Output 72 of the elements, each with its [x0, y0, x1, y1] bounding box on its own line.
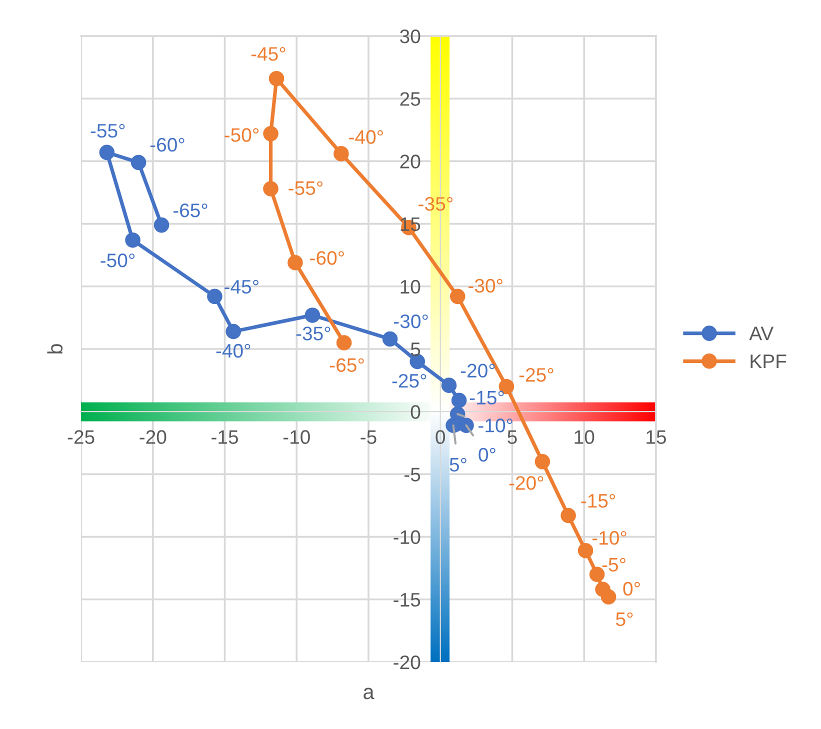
- annotation: -45°: [224, 280, 258, 294]
- annotation: -55°: [288, 181, 323, 195]
- point: [207, 288, 222, 304]
- y-tick-label: -15: [394, 593, 420, 607]
- annotation: -65°: [330, 358, 364, 372]
- point: [336, 335, 352, 350]
- point: [304, 308, 320, 323]
- y-axis-title: b: [47, 344, 63, 354]
- annotation: -40°: [349, 130, 383, 144]
- x-tick-label: -20: [140, 430, 166, 444]
- annotation: -20°: [460, 364, 495, 378]
- annotation: -30°: [468, 278, 502, 293]
- y-tick-label: 0: [410, 405, 420, 419]
- legend-label: AV: [749, 326, 774, 340]
- annotation: -20°: [509, 476, 544, 490]
- point: [534, 454, 550, 470]
- point: [441, 378, 457, 393]
- annotation: -45°: [251, 47, 286, 61]
- annotation: 5°: [450, 458, 466, 472]
- y-tick-label: 30: [400, 29, 420, 44]
- point: [450, 288, 466, 304]
- annotation: -5°: [602, 558, 626, 572]
- annotation: -50°: [224, 128, 259, 142]
- annotation: -55°: [90, 124, 125, 138]
- point: [451, 392, 467, 408]
- point: [334, 146, 349, 162]
- point: [578, 542, 594, 558]
- point: [125, 232, 140, 248]
- point: [268, 70, 284, 86]
- annotation: -15°: [581, 494, 616, 508]
- legend-label: KPF: [750, 354, 786, 368]
- point: [263, 181, 278, 196]
- point: [288, 254, 303, 270]
- annotation: -15°: [470, 390, 504, 405]
- x-axis-title: a: [364, 688, 374, 700]
- annotation: -40°: [216, 344, 250, 358]
- y-tick-label: 5: [410, 342, 420, 356]
- annotation: -50°: [100, 254, 135, 268]
- x-tick-label: 5: [508, 430, 517, 444]
- point: [99, 144, 115, 160]
- x-tick-label: 0: [436, 430, 446, 444]
- x-tick-label: -10: [283, 430, 310, 444]
- annotation: -60°: [150, 138, 184, 152]
- point: [130, 154, 146, 170]
- x-tick-label: -5: [360, 430, 376, 444]
- point: [600, 589, 616, 605]
- annotation: -60°: [310, 251, 344, 265]
- y-tick-label: 25: [400, 92, 420, 106]
- y-tick-label: 10: [400, 280, 420, 294]
- annotation: 0°: [623, 582, 640, 596]
- y-tick-label: -10: [394, 530, 420, 544]
- y-tick-label: -20: [394, 655, 420, 670]
- annotation: 5°: [616, 612, 633, 626]
- annotation: -25°: [392, 374, 426, 388]
- x-tick-label: 10: [574, 430, 594, 444]
- x-tick-label: -15: [212, 430, 238, 444]
- x-tick-label: -25: [68, 430, 94, 444]
- y-tick-label: 20: [400, 154, 420, 168]
- annotation: -35°: [296, 326, 330, 340]
- point: [154, 217, 170, 233]
- point: [226, 324, 242, 340]
- annotation: -10°: [592, 531, 626, 545]
- annotation: -25°: [519, 368, 554, 382]
- annotation: -30°: [394, 314, 428, 328]
- annotation: -65°: [173, 204, 208, 218]
- annotation: 0°: [478, 448, 496, 462]
- point: [560, 508, 576, 524]
- point: [263, 126, 278, 142]
- annotation: -10°: [478, 418, 512, 432]
- x-tick-label: 15: [646, 430, 666, 444]
- y-tick-label: -5: [404, 468, 420, 482]
- point: [382, 331, 398, 347]
